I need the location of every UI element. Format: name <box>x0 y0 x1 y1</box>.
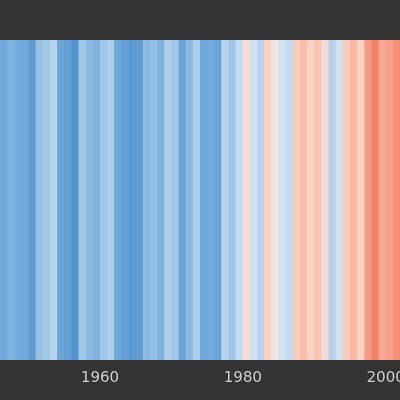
stripe-1977 <box>221 40 230 360</box>
stripe-1974 <box>200 40 208 360</box>
stripe-1969 <box>164 40 173 360</box>
stripe-1946 <box>0 40 8 360</box>
stripe-1971 <box>178 40 187 360</box>
x-tick-label-2000: 2000 <box>367 368 400 386</box>
stripe-1994 <box>342 40 351 360</box>
stripe-1988 <box>300 40 308 360</box>
stripe-1999 <box>378 40 387 360</box>
stripe-1972 <box>185 40 194 360</box>
x-tick-label-1980: 1980 <box>224 368 262 386</box>
stripe-1963 <box>121 40 130 360</box>
stripe-1990 <box>314 40 323 360</box>
stripe-1949 <box>21 40 30 360</box>
x-tick-label-1960: 1960 <box>81 368 119 386</box>
stripe-1955 <box>64 40 73 360</box>
stripe-1995 <box>350 40 358 360</box>
stripe-1986 <box>285 40 294 360</box>
stripe-1989 <box>307 40 315 360</box>
stripe-1992 <box>328 40 337 360</box>
stripe-1948 <box>14 40 23 360</box>
stripe-1970 <box>171 40 180 360</box>
stripe-1953 <box>50 40 58 360</box>
stripe-1996 <box>357 40 365 360</box>
stripe-1951 <box>35 40 44 360</box>
stripe-1965 <box>135 40 144 360</box>
stripe-1952 <box>42 40 51 360</box>
stripe-1982 <box>257 40 265 360</box>
stripe-1976 <box>214 40 223 360</box>
stripe-1964 <box>128 40 137 360</box>
stripe-1987 <box>292 40 301 360</box>
stripe-1991 <box>321 40 330 360</box>
stripe-1973 <box>192 40 201 360</box>
stripe-1962 <box>114 40 123 360</box>
stripe-1957 <box>78 40 87 360</box>
stripe-2000 <box>385 40 394 360</box>
stripe-1975 <box>207 40 215 360</box>
stripe-1950 <box>28 40 37 360</box>
stripe-1947 <box>7 40 15 360</box>
stripe-1983 <box>264 40 273 360</box>
stripe-1997 <box>364 40 373 360</box>
stripe-1993 <box>335 40 344 360</box>
stripe-1966 <box>142 40 151 360</box>
stripes-group <box>0 40 400 360</box>
x-axis: 1960 1980 2000 <box>81 368 400 386</box>
stripe-1979 <box>235 40 244 360</box>
stripe-1984 <box>271 40 280 360</box>
stripe-1960 <box>100 40 108 360</box>
stripe-1956 <box>71 40 80 360</box>
stripe-1958 <box>85 40 94 360</box>
stripe-2001 <box>392 40 400 360</box>
stripe-1998 <box>371 40 380 360</box>
stripe-1954 <box>57 40 65 360</box>
stripe-1981 <box>250 40 258 360</box>
stripe-1978 <box>228 40 237 360</box>
stripe-1961 <box>107 40 115 360</box>
stripe-1985 <box>278 40 287 360</box>
stripe-1959 <box>92 40 101 360</box>
stripe-1967 <box>150 40 158 360</box>
stripe-1968 <box>157 40 165 360</box>
stripe-1980 <box>242 40 251 360</box>
